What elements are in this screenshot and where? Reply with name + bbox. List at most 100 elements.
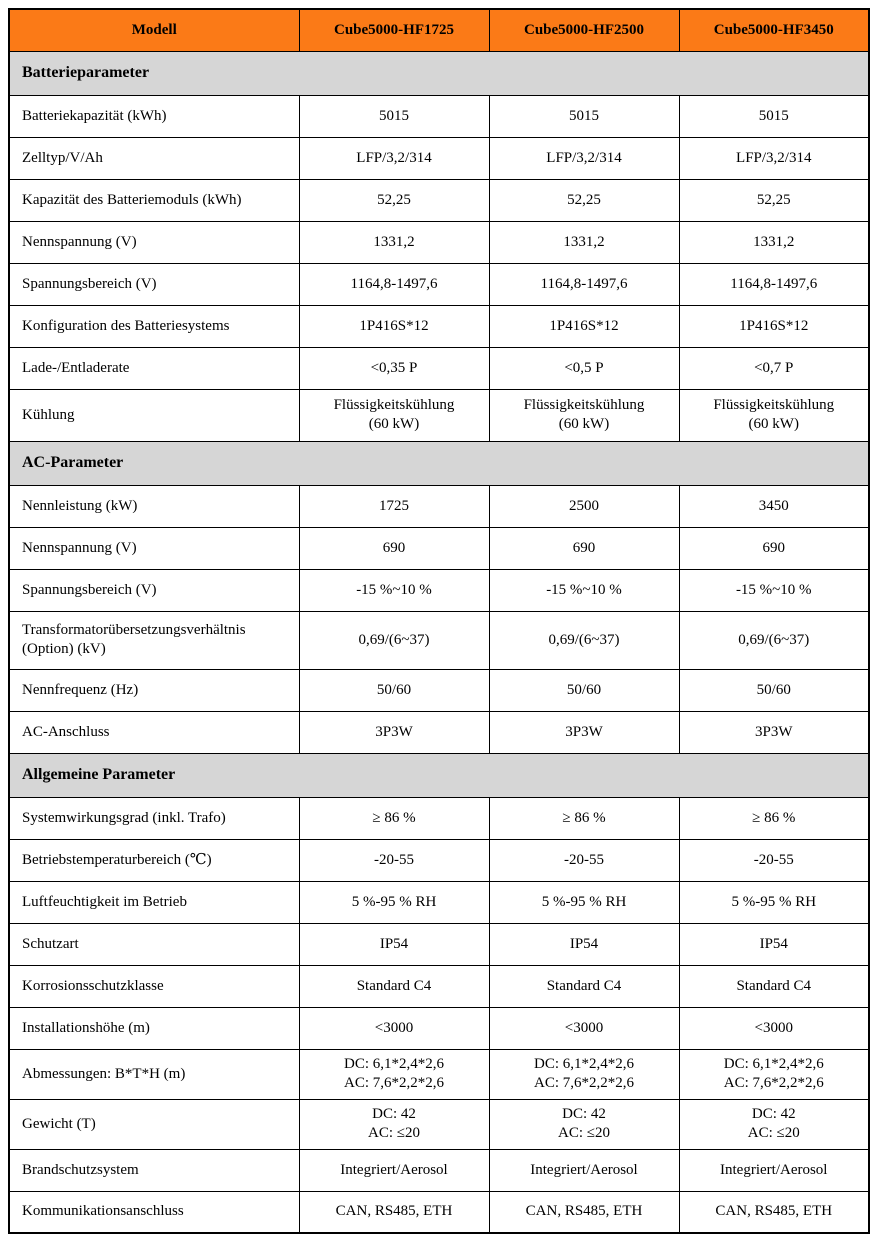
table-row: Kapazität des Batteriemoduls (kWh) 52,25… <box>8 178 870 222</box>
row-value: 50/60 <box>298 668 490 712</box>
row-label: Schutzart <box>8 922 300 966</box>
row-value: Standard C4 <box>298 964 490 1008</box>
table-row: Nennspannung (V) 1331,2 1331,2 1331,2 <box>8 220 870 264</box>
row-label: Lade-/Entladerate <box>8 346 300 390</box>
row-value: 1331,2 <box>678 220 870 264</box>
row-label: Kapazität des Batteriemoduls (kWh) <box>8 178 300 222</box>
row-value: 690 <box>678 526 870 570</box>
row-value: 690 <box>488 526 680 570</box>
table-row: Gewicht (T) DC: 42 AC: ≤20 DC: 42 AC: ≤2… <box>8 1098 870 1150</box>
section-header-batterieparameter: Batterieparameter <box>8 50 870 96</box>
row-value: 1164,8-1497,6 <box>678 262 870 306</box>
section-title: AC-Parameter <box>8 440 870 486</box>
section-header-ac-parameter: AC-Parameter <box>8 440 870 486</box>
column-header-hf3450: Cube5000-HF3450 <box>678 8 870 52</box>
row-label: Luftfeuchtigkeit im Betrieb <box>8 880 300 924</box>
row-label: Nennfrequenz (Hz) <box>8 668 300 712</box>
row-label: AC-Anschluss <box>8 710 300 754</box>
row-label: Nennspannung (V) <box>8 526 300 570</box>
row-value: ≥ 86 % <box>298 796 490 840</box>
row-value: -20-55 <box>488 838 680 882</box>
row-value: 5 %-95 % RH <box>678 880 870 924</box>
row-value: ≥ 86 % <box>678 796 870 840</box>
row-label: Betriebstemperaturbereich (℃) <box>8 838 300 882</box>
row-label: Spannungsbereich (V) <box>8 568 300 612</box>
row-value: CAN, RS485, ETH <box>298 1190 490 1234</box>
row-value: IP54 <box>488 922 680 966</box>
table-row: Batteriekapazität (kWh) 5015 5015 5015 <box>8 94 870 138</box>
row-label: Transformatorübersetzungsverhältnis (Opt… <box>8 610 300 670</box>
row-value: ≥ 86 % <box>488 796 680 840</box>
row-value: Integriert/Aerosol <box>678 1148 870 1192</box>
table-row: Installationshöhe (m) <3000 <3000 <3000 <box>8 1006 870 1050</box>
row-value: 3P3W <box>298 710 490 754</box>
row-value: 1164,8-1497,6 <box>298 262 490 306</box>
row-value: 5 %-95 % RH <box>298 880 490 924</box>
row-label: Spannungsbereich (V) <box>8 262 300 306</box>
row-value: <3000 <box>488 1006 680 1050</box>
row-value: DC: 42 AC: ≤20 <box>678 1098 870 1150</box>
row-label: Gewicht (T) <box>8 1098 300 1150</box>
row-label: Brandschutzsystem <box>8 1148 300 1192</box>
row-value: LFP/3,2/314 <box>298 136 490 180</box>
row-value: 690 <box>298 526 490 570</box>
row-value: 1P416S*12 <box>298 304 490 348</box>
row-value: <3000 <box>678 1006 870 1050</box>
row-value: 52,25 <box>298 178 490 222</box>
row-value: LFP/3,2/314 <box>488 136 680 180</box>
table-row: Korrosionsschutzklasse Standard C4 Stand… <box>8 964 870 1008</box>
row-value: LFP/3,2/314 <box>678 136 870 180</box>
row-label: Kühlung <box>8 388 300 442</box>
row-value: Standard C4 <box>488 964 680 1008</box>
table-row: Lade-/Entladerate <0,35 P <0,5 P <0,7 P <box>8 346 870 390</box>
row-value: -15 %~10 % <box>488 568 680 612</box>
row-label: Zelltyp/V/Ah <box>8 136 300 180</box>
row-value: 52,25 <box>678 178 870 222</box>
row-value: 1164,8-1497,6 <box>488 262 680 306</box>
row-label: Konfiguration des Batteriesystems <box>8 304 300 348</box>
table-row: Luftfeuchtigkeit im Betrieb 5 %-95 % RH … <box>8 880 870 924</box>
column-header-model: Modell <box>8 8 300 52</box>
row-value: DC: 6,1*2,4*2,6 AC: 7,6*2,2*2,6 <box>298 1048 490 1100</box>
row-value: DC: 6,1*2,4*2,6 AC: 7,6*2,2*2,6 <box>678 1048 870 1100</box>
row-value: 2500 <box>488 484 680 528</box>
row-label: Korrosionsschutzklasse <box>8 964 300 1008</box>
section-title: Allgemeine Parameter <box>8 752 870 798</box>
row-value: 1331,2 <box>298 220 490 264</box>
row-value: IP54 <box>678 922 870 966</box>
table-row: Betriebstemperaturbereich (℃) -20-55 -20… <box>8 838 870 882</box>
table-row: Abmessungen: B*T*H (m) DC: 6,1*2,4*2,6 A… <box>8 1048 870 1100</box>
row-value: 0,69/(6~37) <box>488 610 680 670</box>
row-value: 50/60 <box>678 668 870 712</box>
table-row: Nennleistung (kW) 1725 2500 3450 <box>8 484 870 528</box>
row-value: CAN, RS485, ETH <box>678 1190 870 1234</box>
table-row: Schutzart IP54 IP54 IP54 <box>8 922 870 966</box>
row-value: DC: 42 AC: ≤20 <box>298 1098 490 1150</box>
row-value: DC: 6,1*2,4*2,6 AC: 7,6*2,2*2,6 <box>488 1048 680 1100</box>
row-value: DC: 42 AC: ≤20 <box>488 1098 680 1150</box>
row-value: -15 %~10 % <box>298 568 490 612</box>
row-value: 52,25 <box>488 178 680 222</box>
table-row: Systemwirkungsgrad (inkl. Trafo) ≥ 86 % … <box>8 796 870 840</box>
table-row: Brandschutzsystem Integriert/Aerosol Int… <box>8 1148 870 1192</box>
row-label: Abmessungen: B*T*H (m) <box>8 1048 300 1100</box>
table-row: Zelltyp/V/Ah LFP/3,2/314 LFP/3,2/314 LFP… <box>8 136 870 180</box>
row-value: -20-55 <box>678 838 870 882</box>
row-label: Nennspannung (V) <box>8 220 300 264</box>
row-value: <0,35 P <box>298 346 490 390</box>
section-title: Batterieparameter <box>8 50 870 96</box>
row-value: Flüssigkeitskühlung (60 kW) <box>678 388 870 442</box>
row-value: 1725 <box>298 484 490 528</box>
row-value: <3000 <box>298 1006 490 1050</box>
table-row: Konfiguration des Batteriesystems 1P416S… <box>8 304 870 348</box>
row-label: Kommunikationsanschluss <box>8 1190 300 1234</box>
row-value: Flüssigkeitskühlung (60 kW) <box>488 388 680 442</box>
row-value: <0,7 P <box>678 346 870 390</box>
table-row: Spannungsbereich (V) -15 %~10 % -15 %~10… <box>8 568 870 612</box>
row-value: 1P416S*12 <box>488 304 680 348</box>
row-value: 0,69/(6~37) <box>678 610 870 670</box>
row-label: Batteriekapazität (kWh) <box>8 94 300 138</box>
table-row: Transformatorübersetzungsverhältnis (Opt… <box>8 610 870 670</box>
row-value: 1P416S*12 <box>678 304 870 348</box>
